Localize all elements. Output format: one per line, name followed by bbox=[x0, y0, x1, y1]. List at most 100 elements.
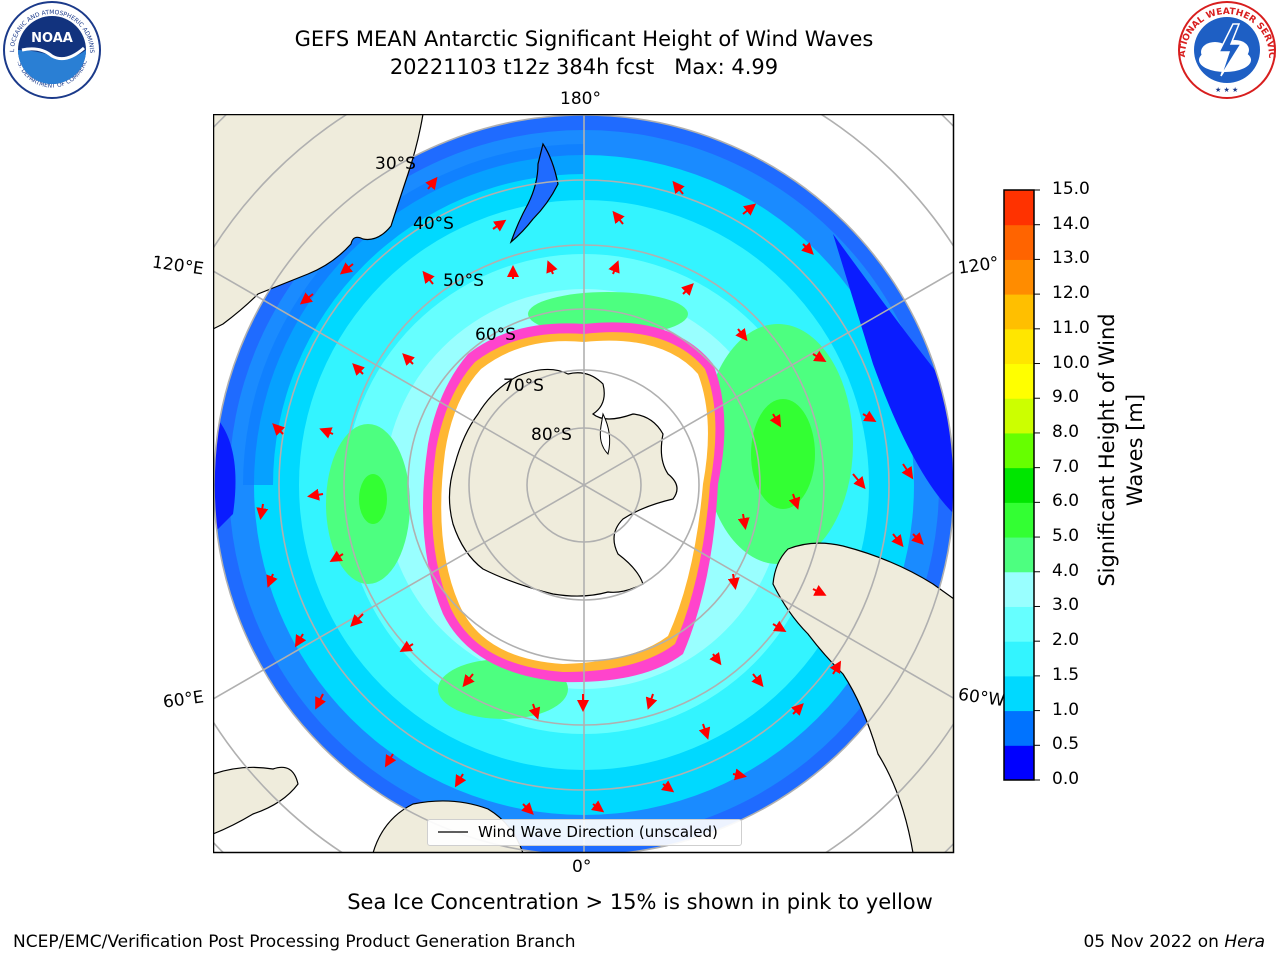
colorbar-bin bbox=[1004, 745, 1034, 781]
footer-date: 05 Nov 2022 on bbox=[1083, 932, 1225, 952]
arrow bbox=[727, 573, 740, 590]
footer-right: 05 Nov 2022 on Hera bbox=[1083, 932, 1265, 952]
legend-label: Wind Wave Direction (unscaled) bbox=[478, 823, 718, 841]
colorbar-tick-label: 3.0 bbox=[1052, 595, 1080, 616]
colorbar-bin bbox=[1004, 294, 1034, 330]
footer-left: NCEP/EMC/Verification Post Processing Pr… bbox=[13, 932, 576, 952]
arrow bbox=[791, 703, 804, 716]
arrow bbox=[672, 180, 685, 195]
colorbar-tick-label: 8.0 bbox=[1052, 421, 1080, 442]
colorbar-label-line1: Significant Height of Wind bbox=[1095, 313, 1119, 587]
africa-corner bbox=[213, 766, 299, 835]
arrow bbox=[742, 203, 757, 216]
arrow bbox=[256, 503, 269, 520]
lat-label-70s: 70°S bbox=[503, 376, 544, 396]
colorbar-tick-label: 4.0 bbox=[1052, 560, 1080, 581]
lat-label-40s: 40°S bbox=[413, 214, 454, 234]
colorbar-tick-label: 13.0 bbox=[1052, 248, 1090, 269]
arrow bbox=[852, 473, 866, 490]
svg-text:★ ★ ★: ★ ★ ★ bbox=[1215, 86, 1238, 94]
arrow bbox=[612, 210, 625, 225]
legend-line-icon bbox=[438, 831, 468, 833]
lat-label-30s: 30°S bbox=[375, 154, 416, 174]
arrow bbox=[681, 283, 694, 296]
colorbar-label-line2: Waves [m] bbox=[1123, 393, 1147, 507]
arrow bbox=[384, 753, 397, 768]
arrow bbox=[769, 413, 782, 428]
arrow bbox=[352, 363, 365, 376]
colorbar-bin bbox=[1004, 641, 1034, 677]
chart-subtitle: 20221103 t12z 384h fcst Max: 4.99 bbox=[389, 55, 779, 79]
colorbar-bin bbox=[1004, 502, 1034, 538]
lon-label-right-upper: 120° bbox=[956, 253, 1001, 279]
arrow bbox=[735, 328, 748, 342]
colorbar-tick-label: 2.0 bbox=[1052, 630, 1080, 651]
arrow bbox=[272, 423, 285, 436]
arrow bbox=[402, 353, 415, 366]
arrow bbox=[339, 262, 354, 275]
chart-title: GEFS MEAN Antarctic Significant Height o… bbox=[294, 27, 874, 51]
colorbar-bin bbox=[1004, 710, 1034, 746]
map-legend: Wind Wave Direction (unscaled) bbox=[427, 819, 742, 846]
lon-label-right-lower: 60°W bbox=[956, 684, 1007, 712]
arrow bbox=[454, 773, 467, 788]
nws-logo: NATIONAL WEATHER SERVICE ★ ★ ★ bbox=[1175, 0, 1276, 99]
arrow bbox=[801, 242, 814, 255]
polar-map: 30°S 40°S 50°S 60°S 70°S 80°S bbox=[213, 114, 955, 854]
colorbar-tick-label: 6.0 bbox=[1052, 491, 1080, 512]
colorbar-bin bbox=[1004, 328, 1034, 365]
noaa-text: NOAA bbox=[31, 31, 73, 46]
arrow bbox=[591, 800, 605, 813]
lon-label-top: 180° bbox=[560, 89, 601, 109]
noaa-logo: NATIONAL OCEANIC AND ATMOSPHERIC ADMINIS… bbox=[0, 0, 101, 99]
arrow bbox=[891, 533, 904, 548]
colorbar-tick-label: 12.0 bbox=[1052, 283, 1090, 304]
colorbar-bin bbox=[1004, 571, 1034, 607]
colorbar-tick-label: 0.0 bbox=[1052, 769, 1080, 789]
arrow bbox=[812, 585, 827, 596]
arrow bbox=[901, 463, 914, 480]
arrow bbox=[299, 292, 314, 305]
colorbar-tick-label: 1.5 bbox=[1052, 664, 1080, 685]
colorbar-tick-label: 5.0 bbox=[1052, 526, 1080, 547]
australia bbox=[213, 114, 424, 330]
colorbar-bin bbox=[1004, 398, 1034, 434]
arrow bbox=[329, 550, 344, 563]
colorbar-tick-label: 14.0 bbox=[1052, 213, 1090, 234]
wind-wave-arrows bbox=[256, 176, 924, 815]
colorbar-bin bbox=[1004, 432, 1034, 469]
lat-label-80s: 80°S bbox=[531, 425, 572, 445]
arrow bbox=[772, 620, 787, 633]
colorbar-label: Significant Height of Wind Waves [m] bbox=[1093, 280, 1149, 620]
arrow bbox=[425, 176, 438, 190]
arrow bbox=[294, 633, 307, 648]
caption: Sea Ice Concentration > 15% is shown in … bbox=[347, 890, 933, 914]
colorbar-bin bbox=[1004, 675, 1034, 712]
colorbar-tick-label: 10.0 bbox=[1052, 352, 1090, 373]
lat-label-60s: 60°S bbox=[475, 325, 516, 345]
arrow bbox=[315, 693, 326, 710]
colorbar-bin bbox=[1004, 259, 1034, 295]
arrow bbox=[350, 613, 364, 627]
colorbar-tick-label: 0.5 bbox=[1052, 734, 1080, 755]
arrow bbox=[709, 652, 722, 666]
colorbar-bin bbox=[1004, 606, 1034, 642]
arrow bbox=[399, 640, 414, 653]
colorbar-tick-label: 9.0 bbox=[1052, 387, 1080, 408]
arrow bbox=[751, 673, 764, 688]
lat-label-50s: 50°S bbox=[443, 271, 484, 291]
arrow bbox=[737, 513, 750, 530]
arrow bbox=[307, 488, 324, 501]
colorbar-bin bbox=[1004, 190, 1034, 226]
arrow bbox=[521, 802, 534, 815]
colorbar-tick-label: 1.0 bbox=[1052, 699, 1080, 720]
arrow bbox=[319, 427, 334, 439]
arrow bbox=[546, 260, 558, 275]
lon-label-left-lower: 60°E bbox=[161, 687, 206, 713]
colorbar-bin bbox=[1004, 363, 1034, 399]
footer-machine: Hera bbox=[1224, 932, 1265, 952]
colorbar-tick-label: 7.0 bbox=[1052, 456, 1080, 477]
arrow bbox=[788, 493, 801, 510]
colorbar-bin bbox=[1004, 537, 1034, 573]
arrow bbox=[862, 410, 877, 423]
